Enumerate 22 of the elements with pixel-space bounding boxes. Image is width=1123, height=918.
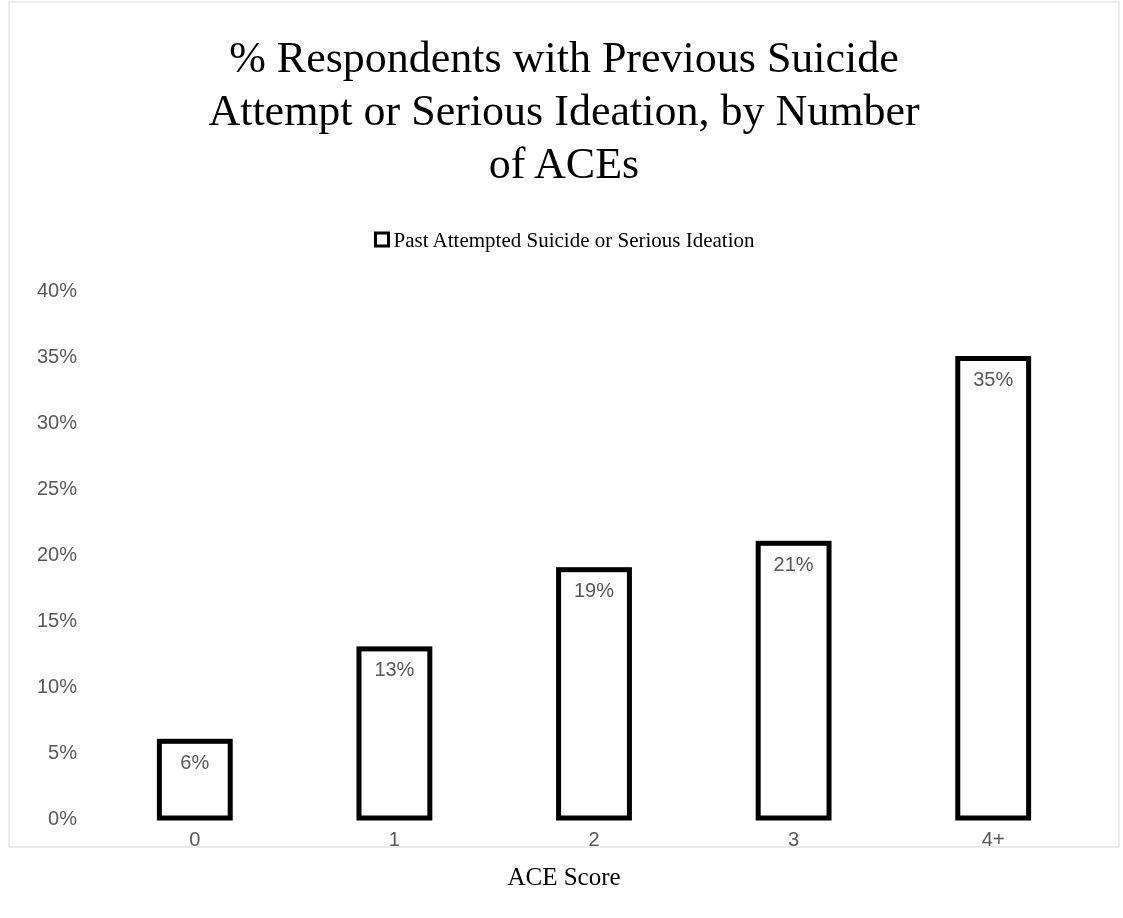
x-tick-label: 0 bbox=[189, 828, 201, 851]
data-label: 19% bbox=[573, 579, 615, 602]
y-tick-label: 35% bbox=[36, 344, 78, 367]
x-axis-title: ACE Score bbox=[507, 863, 621, 890]
x-tick-label: 3 bbox=[788, 828, 800, 851]
data-label: 13% bbox=[374, 658, 415, 681]
y-tick-label: 20% bbox=[36, 542, 78, 565]
legend-label: Past Attempted Suicide or Serious Ideation bbox=[393, 228, 756, 252]
data-label: 21% bbox=[773, 552, 814, 575]
y-tick-label: 25% bbox=[36, 476, 78, 499]
y-tick-label: 0% bbox=[48, 806, 78, 829]
x-tick-label: 4+ bbox=[981, 828, 1005, 851]
y-tick-label: 5% bbox=[48, 740, 78, 763]
y-tick-label: 15% bbox=[36, 608, 78, 631]
x-tick-label: 2 bbox=[588, 828, 600, 851]
y-tick-label: 40% bbox=[36, 278, 78, 301]
chart-title: % Respondents with Previous Suicide Attempt or Serious Ideation, by Number of ACEs bbox=[208, 33, 920, 188]
y-tick-label: 10% bbox=[36, 674, 78, 697]
data-label: 35% bbox=[973, 368, 1014, 390]
y-tick-label: 30% bbox=[36, 410, 78, 433]
x-tick-label: 1 bbox=[388, 828, 400, 851]
data-label: 6% bbox=[180, 750, 210, 773]
